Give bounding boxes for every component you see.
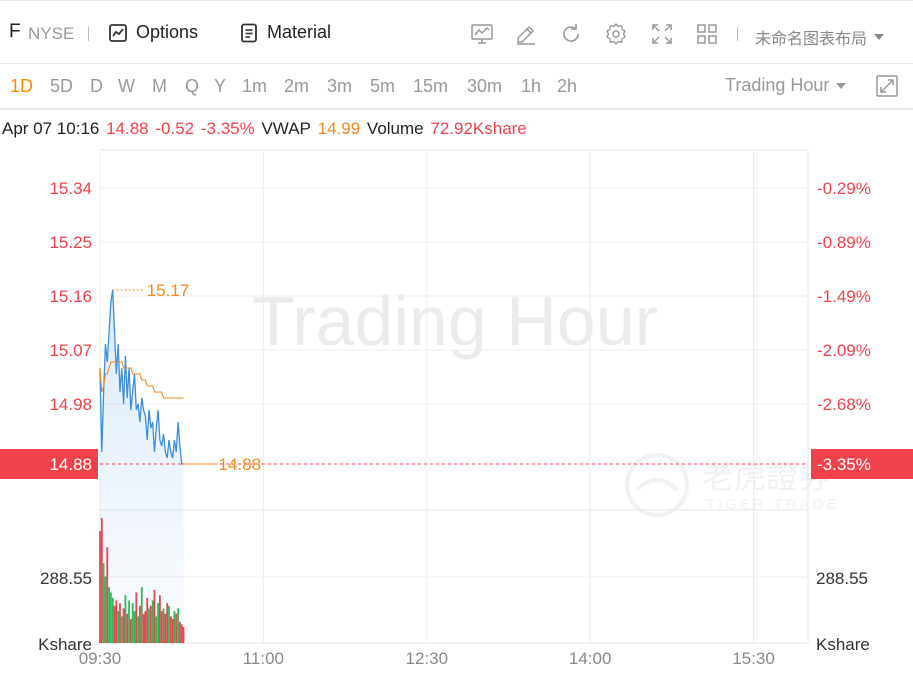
options-label: Options [136, 22, 199, 42]
current-price-badge [0, 449, 98, 479]
period-tab-q[interactable]: Q [185, 76, 200, 96]
expand-icon[interactable] [876, 75, 898, 97]
current-price-badge-label: 14.88 [49, 455, 92, 474]
percent-tick-label: -2.68% [817, 395, 871, 414]
reset-icon[interactable] [559, 22, 583, 46]
quote-info-line: Apr 07 10:16 14.88 -0.52 -3.35% VWAP 14.… [2, 119, 529, 139]
chevron-down-icon [874, 34, 885, 40]
percent-tick-label: -0.89% [817, 233, 871, 252]
price-area [100, 290, 184, 643]
period-tab-2h[interactable]: 2h [557, 76, 578, 96]
quote-price: 14.88 [106, 119, 149, 138]
volume-value: 72.92Kshare [430, 119, 527, 138]
volume-label: Volume [366, 119, 424, 138]
vwap-line [99, 361, 184, 399]
price-line [99, 289, 184, 465]
current-pct-badge [811, 449, 913, 479]
time-tick-label: 14:00 [569, 649, 612, 668]
period-tab-y[interactable]: Y [214, 76, 227, 96]
options-chart-icon [109, 23, 127, 42]
price-tick-label: 15.25 [49, 233, 92, 252]
price-tick-label: 15.34 [49, 179, 92, 198]
period-tab-d[interactable]: D [90, 76, 103, 96]
session-selector[interactable]: Trading Hour [725, 75, 847, 96]
grid-layout-icon[interactable] [695, 22, 719, 46]
price-tick-label: 14.98 [49, 395, 92, 414]
symbol-label[interactable]: F [9, 21, 21, 42]
time-tick-label: 11:00 [243, 649, 284, 668]
volume-tick-label: 288.55 [40, 569, 92, 588]
percent-tick-label: -1.49% [817, 287, 871, 306]
quote-datetime: Apr 07 10:16 [2, 119, 100, 138]
brand-watermark-en: TIGER TRADE [706, 496, 840, 513]
layout-label: 未命名图表布局 [755, 31, 868, 48]
fullscreen-icon[interactable] [650, 22, 674, 46]
chart-marks: 14.88 -3.35% 15.17 14.88 [0, 281, 913, 479]
material-button[interactable]: Material [239, 22, 331, 43]
divider [737, 27, 738, 41]
divider [88, 27, 89, 41]
settings-icon[interactable] [604, 22, 628, 46]
period-tab-30m[interactable]: 30m [467, 76, 503, 96]
period-tab-m[interactable]: M [152, 76, 167, 96]
current-pct-badge-label: -3.35% [817, 455, 871, 474]
session-label: Trading Hour [725, 75, 830, 95]
period-tab-1m[interactable]: 1m [242, 76, 268, 96]
period-tab-1h[interactable]: 1h [521, 76, 542, 96]
period-tab-5d[interactable]: 5D [50, 76, 74, 96]
chart-watermark: Trading Hour [252, 282, 658, 360]
quote-change-pct: -3.35% [200, 119, 255, 138]
options-button[interactable]: Options [108, 22, 198, 43]
vwap-label: VWAP [261, 119, 311, 138]
chart-grid [99, 149, 809, 644]
material-label: Material [267, 22, 332, 42]
time-tick-label: 09:30 [79, 649, 122, 668]
period-tab-w[interactable]: W [118, 76, 135, 96]
chevron-down-icon [836, 82, 847, 89]
percent-tick-label: -0.29% [817, 179, 871, 198]
chart-axes: 15.34 15.25 15.16 15.07 14.98 -0.29% -0.89% -1.… [38, 179, 871, 668]
volume-tick-label-right: 288.55 [816, 569, 868, 588]
period-tab-15m[interactable]: 15m [413, 76, 449, 96]
last-label: 14.88 [219, 455, 262, 474]
time-tick-label: 12:30 [405, 649, 448, 668]
exchange-label: NYSE [28, 24, 75, 43]
plot-border [99, 149, 809, 644]
price-tick-label: 15.16 [49, 287, 92, 306]
period-bar: 1D 5D D W M Q Y 1m 2m 3m 5m 15m 30m 1h 2h Trading Hour [0, 65, 913, 110]
high-label: 15.17 [147, 281, 190, 300]
document-icon [241, 23, 257, 42]
volume-unit-label: Kshare [38, 635, 92, 654]
vwap-value: 14.99 [317, 119, 361, 138]
quote-change: -0.52 [155, 119, 195, 138]
period-tab-5m[interactable]: 5m [370, 76, 396, 96]
layout-selector[interactable]: 未命名图表布局 [755, 25, 885, 49]
price-tick-label: 15.07 [49, 341, 92, 360]
period-tab-1d[interactable]: 1D [10, 76, 34, 96]
period-tab-3m[interactable]: 3m [327, 76, 353, 96]
time-tick-label: 15:30 [732, 649, 775, 668]
top-toolbar: F NYSE Options Material 未命名图表布局 [0, 0, 913, 64]
volume-unit-label-right: Kshare [816, 635, 870, 654]
draw-icon[interactable] [514, 22, 538, 46]
percent-tick-label: -2.09% [817, 341, 871, 360]
period-tab-2m[interactable]: 2m [284, 76, 310, 96]
indicator-icon[interactable] [470, 22, 494, 46]
